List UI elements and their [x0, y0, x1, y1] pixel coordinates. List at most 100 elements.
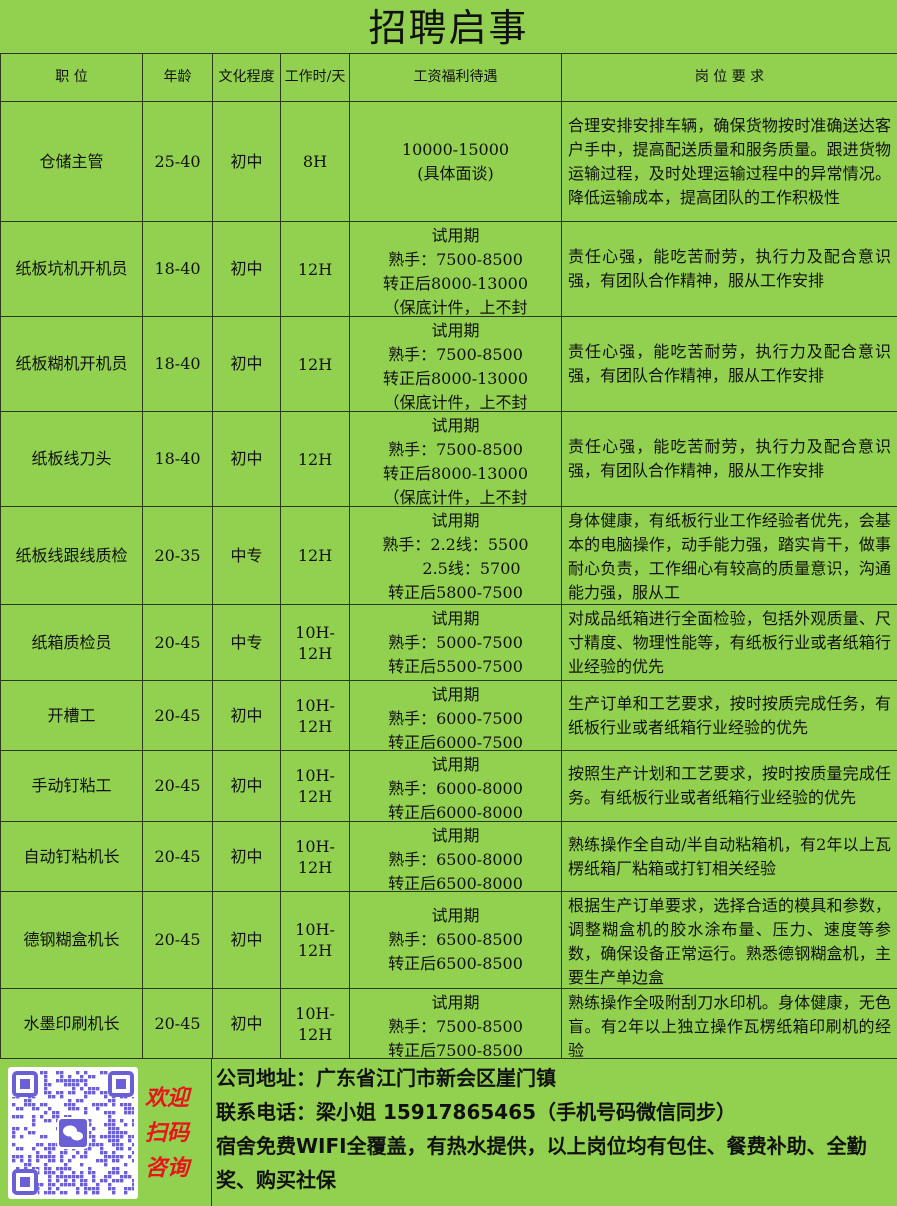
requirement-cell-text: 责任心强，能吃苦耐劳，执行力及配合意识强，有团队合作精神，服从工作安排: [568, 340, 891, 388]
salary-line: 熟手：5000-7500: [352, 631, 559, 655]
education-cell-text: 初中: [215, 845, 278, 869]
salary-line: 转正后6000-7500: [352, 731, 559, 749]
age-cell: 20-45: [143, 681, 213, 751]
welcome-line: 扫码: [145, 1116, 189, 1151]
age-cell-text: 20-35: [145, 544, 210, 568]
salary-line: 转正后6000-8000: [352, 801, 559, 820]
position-cell-text: 水墨印刷机长: [3, 1012, 140, 1036]
requirement-cell-text: 按照生产计划和工艺要求，按时按质量完成任务。有纸板行业或者纸箱行业经验的优先: [568, 762, 891, 810]
wechat-qr-code[interactable]: [8, 1067, 138, 1199]
position-cell: 自动钉粘机长: [1, 822, 143, 892]
salary-line: 转正后5500-7500: [352, 655, 559, 679]
contact-phone: 联系电话：梁小姐 15917865465（手机号码微信同步）: [216, 1095, 893, 1129]
column-header: 年龄: [143, 54, 213, 102]
education-cell: 初中: [213, 102, 281, 222]
education-cell: 初中: [213, 751, 281, 822]
requirement-cell: 责任心强，能吃苦耐劳，执行力及配合意识强，有团队合作精神，服从工作安排: [562, 412, 897, 507]
salary-line: （保底计件，上不封: [352, 391, 559, 410]
hours-cell-text: 12H: [283, 259, 347, 280]
requirement-cell-text: 责任心强，能吃苦耐劳，执行力及配合意识强，有团队合作精神，服从工作安排: [568, 245, 891, 293]
position-cell-text: 纸板线刀头: [3, 447, 140, 471]
salary-line: 试用期: [352, 824, 559, 848]
column-header: 工资福利待遇: [350, 54, 562, 102]
contact-footer: 欢迎 扫码 咨询 公司地址：广东省江门市新会区崖门镇 联系电话：梁小姐 1591…: [0, 1058, 897, 1205]
position-cell-text: 德钢糊盒机长: [3, 928, 140, 952]
page-title: 招聘启事: [0, 0, 897, 53]
column-header: 文化程度: [213, 54, 281, 102]
hours-cell-text: 10H-12H: [283, 765, 347, 807]
position-cell: 纸板线刀头: [1, 412, 143, 507]
position-cell: 仓储主管: [1, 102, 143, 222]
education-cell: 初中: [213, 892, 281, 989]
position-cell: 纸板糊机开机员: [1, 317, 143, 412]
age-cell: 20-45: [143, 989, 213, 1059]
salary-line: 熟手：7500-8500: [352, 248, 559, 272]
age-cell-text: 20-45: [145, 631, 210, 655]
salary-line: （保底计件，上不封: [352, 296, 559, 315]
welcome-line: 欢迎: [145, 1081, 189, 1116]
age-cell: 18-40: [143, 317, 213, 412]
age-cell: 25-40: [143, 102, 213, 222]
age-cell-text: 20-45: [145, 774, 210, 798]
position-cell: 纸箱质检员: [1, 605, 143, 681]
company-info: 公司地址：广东省江门市新会区崖门镇 联系电话：梁小姐 15917865465（手…: [211, 1059, 897, 1206]
scan-welcome-text: 欢迎 扫码 咨询: [145, 1081, 189, 1186]
position-cell: 德钢糊盒机长: [1, 892, 143, 989]
position-cell-text: 纸板线跟线质检: [3, 544, 140, 568]
position-cell-text: 仓储主管: [3, 150, 140, 174]
position-cell: 纸板线跟线质检: [1, 507, 143, 605]
salary-line: 熟手：6500-8500: [352, 928, 559, 952]
requirement-cell-text: 熟练操作全吸附刮刀水印机。身体健康，无色盲。有2年以上独立操作瓦楞纸箱印刷机的经…: [568, 991, 891, 1057]
education-cell-text: 中专: [215, 631, 278, 655]
requirement-cell: 对成品纸箱进行全面检验，包括外观质量、尺寸精度、物理性能等，有纸板行业或者纸箱行…: [562, 605, 897, 681]
salary-line: (具体面谈): [352, 162, 559, 186]
hours-cell: 12H: [281, 317, 350, 412]
age-cell-text: 20-45: [145, 704, 210, 728]
education-cell-text: 初中: [215, 352, 278, 376]
salary-line: 熟手：6000-7500: [352, 707, 559, 731]
age-cell: 20-45: [143, 751, 213, 822]
salary-line: 熟手：6500-8000: [352, 848, 559, 872]
salary-line: 转正后7500-8500: [352, 1039, 559, 1057]
position-cell: 手动钉粘工: [1, 751, 143, 822]
salary-line: 试用期: [352, 607, 559, 631]
hours-cell: 10H-12H: [281, 751, 350, 822]
education-cell: 初中: [213, 412, 281, 507]
age-cell-text: 20-45: [145, 928, 210, 952]
education-cell: 初中: [213, 822, 281, 892]
hours-cell: 12H: [281, 412, 350, 507]
requirement-cell: 按照生产计划和工艺要求，按时按质量完成任务。有纸板行业或者纸箱行业经验的优先: [562, 751, 897, 822]
hours-cell: 8H: [281, 102, 350, 222]
salary-line: （保底计件，上不封: [352, 486, 559, 505]
education-cell: 中专: [213, 507, 281, 605]
position-cell-text: 纸箱质检员: [3, 631, 140, 655]
column-header: 工作时/天: [281, 54, 350, 102]
hours-cell: 10H-12H: [281, 605, 350, 681]
age-cell: 18-40: [143, 222, 213, 317]
requirement-cell-text: 熟练操作全自动/半自动粘箱机，有2年以上瓦楞纸箱厂粘箱或打钉相关经验: [568, 833, 891, 881]
requirement-cell-text: 根据生产订单要求，选择合适的模具和参数，调整糊盒机的胶水涂布量、压力、速度等参数…: [568, 894, 891, 987]
salary-line: 试用期: [352, 319, 559, 343]
hours-cell-text: 12H: [283, 354, 347, 375]
salary-line: 熟手：2.2线：5500: [352, 533, 559, 557]
age-cell: 20-45: [143, 605, 213, 681]
requirement-cell-text: 生产订单和工艺要求，按时按质完成任务，有纸板行业或者纸箱行业经验的优先: [568, 692, 891, 740]
salary-line: 试用期: [352, 904, 559, 928]
requirement-cell: 熟练操作全吸附刮刀水印机。身体健康，无色盲。有2年以上独立操作瓦楞纸箱印刷机的经…: [562, 989, 897, 1059]
requirement-cell-text: 责任心强，能吃苦耐劳，执行力及配合意识强，有团队合作精神，服从工作安排: [568, 435, 891, 483]
requirement-cell-text: 合理安排安排车辆，确保货物按时准确送达客户手中，提高配送质量和服务质量。跟进货物…: [568, 114, 891, 210]
salary-line: 熟手：7500-8500: [352, 1015, 559, 1039]
salary-line: 试用期: [352, 683, 559, 707]
requirement-cell: 根据生产订单要求，选择合适的模具和参数，调整糊盒机的胶水涂布量、压力、速度等参数…: [562, 892, 897, 989]
hours-cell: 10H-12H: [281, 892, 350, 989]
